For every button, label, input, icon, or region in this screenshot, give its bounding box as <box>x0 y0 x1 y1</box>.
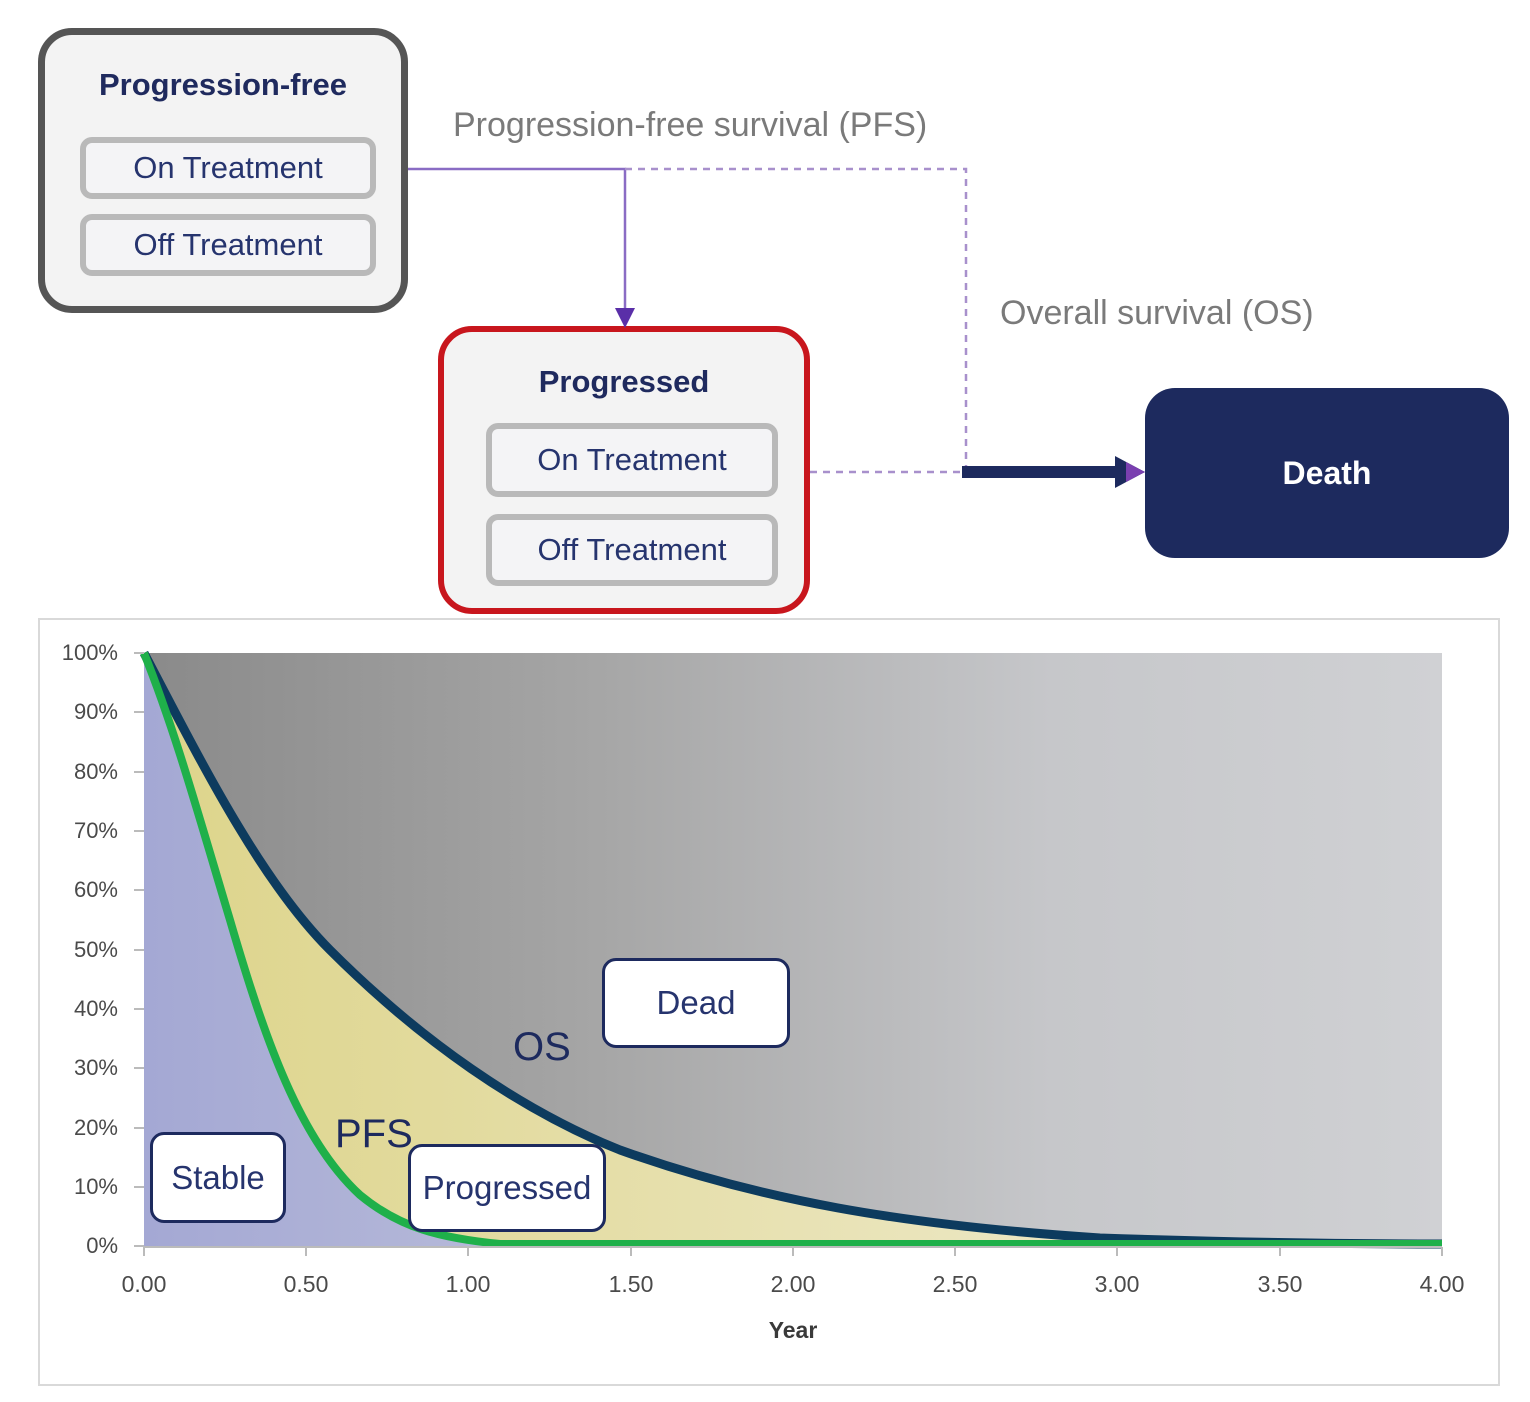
y-tick-label: 10% <box>73 1174 118 1199</box>
os-curve-label: OS <box>513 1025 571 1069</box>
x-tick-label: 3.50 <box>1257 1271 1303 1297</box>
progressed-state: Progressed On Treatment Off Treatment <box>438 326 810 614</box>
dead-region-label: Dead <box>602 958 790 1048</box>
progression-free-title: Progression-free <box>98 67 348 102</box>
pfs-transition-label: Progression-free survival (PFS) <box>453 106 928 144</box>
x-tick-label: 2.50 <box>932 1271 978 1297</box>
pfs-curve-label: PFS <box>335 1112 413 1156</box>
stable-region-label: Stable <box>150 1132 286 1223</box>
y-tick-label: 40% <box>73 996 118 1021</box>
x-tick-label: 0.00 <box>121 1271 167 1297</box>
x-axis-title: Year <box>768 1317 818 1343</box>
x-axis <box>143 1246 1443 1256</box>
pf-to-death-dashed-line <box>625 167 968 470</box>
y-tick-label: 30% <box>73 1055 118 1080</box>
y-tick-label: 50% <box>73 937 118 962</box>
death-arrow-shaft <box>962 466 1120 478</box>
y-tick-label: 100% <box>61 640 118 665</box>
progressed-title: Progressed <box>538 364 710 399</box>
y-tick-label: 80% <box>73 759 118 784</box>
y-tick-label: 0% <box>86 1233 118 1258</box>
arrowhead-down-icon <box>615 308 635 328</box>
progressed-region <box>144 653 1442 1246</box>
progressed-region-label: Progressed <box>408 1144 606 1232</box>
x-tick-label: 2.00 <box>770 1271 816 1297</box>
pf-on-treatment: On Treatment <box>80 137 376 199</box>
y-tick-label: 70% <box>73 818 118 843</box>
x-tick-label: 1.00 <box>445 1271 491 1297</box>
pf-off-treatment: Off Treatment <box>80 214 376 276</box>
progressed-off-treatment: Off Treatment <box>486 514 778 586</box>
os-transition-label: Overall survival (OS) <box>1000 294 1314 332</box>
progressed-on-treatment: On Treatment <box>486 423 778 497</box>
x-tick-label: 1.50 <box>608 1271 654 1297</box>
x-tick-label: 0.50 <box>283 1271 329 1297</box>
x-tick-label: 4.00 <box>1419 1271 1465 1297</box>
x-tick-label: 3.00 <box>1094 1271 1140 1297</box>
death-state: Death <box>1145 388 1509 558</box>
y-tick-label: 90% <box>73 699 118 724</box>
transition-arrows <box>408 167 1145 488</box>
y-tick-label: 60% <box>73 877 118 902</box>
y-tick-label: 20% <box>73 1115 118 1140</box>
y-axis-ticks <box>134 652 144 1247</box>
progression-free-state: Progression-free On Treatment Off Treatm… <box>38 28 408 313</box>
